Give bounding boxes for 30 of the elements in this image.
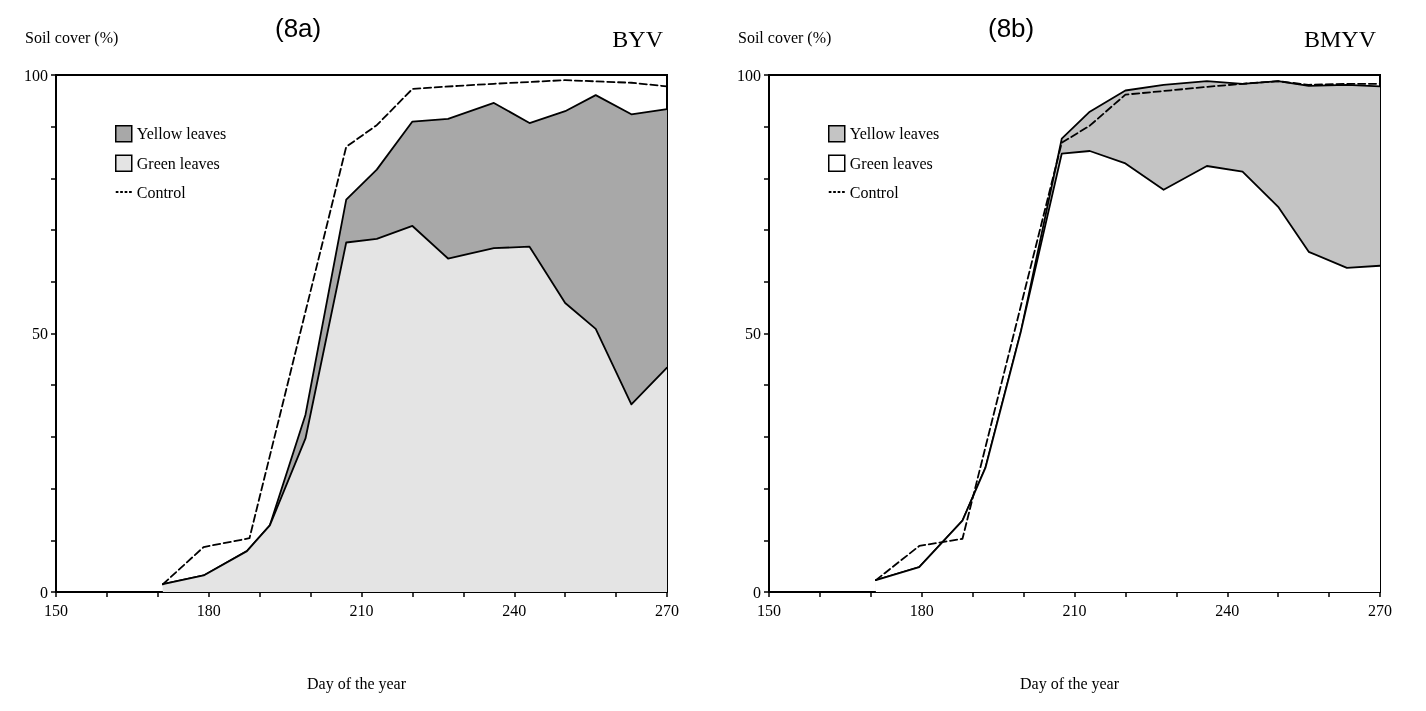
- chart-subtitle: BYV: [612, 26, 664, 52]
- y-tick-label: 100: [24, 66, 48, 84]
- y-tick-label: 0: [40, 583, 48, 601]
- x-tick-label: 240: [502, 601, 527, 619]
- x-tick-label: 270: [1368, 601, 1392, 619]
- y-tick-label: 100: [737, 66, 761, 84]
- legend-label: Green leaves: [136, 154, 220, 172]
- x-tick-label: 150: [44, 601, 68, 619]
- x-axis-title: Day of the year: [306, 674, 407, 693]
- y-tick-label: 0: [753, 583, 761, 601]
- x-tick-label: 210: [349, 601, 374, 619]
- legend-label: Control: [136, 183, 187, 201]
- legend-label: Green leaves: [849, 154, 933, 172]
- y-axis-title: Soil cover (%): [738, 28, 832, 47]
- x-tick-label: 270: [655, 601, 679, 619]
- legend-label: Control: [849, 183, 900, 201]
- y-tick-label: 50: [745, 325, 761, 342]
- x-axis-title: Day of the year: [1019, 674, 1120, 693]
- x-tick-label: 210: [1062, 601, 1087, 619]
- chart-title: (8a): [275, 13, 322, 43]
- x-tick-label: 180: [196, 601, 221, 619]
- legend-label: Yellow leaves: [136, 125, 227, 143]
- x-tick-label: 180: [909, 601, 934, 619]
- x-tick-label: 150: [757, 601, 781, 619]
- x-tick-label: 240: [1215, 601, 1240, 619]
- chart-title: (8b): [988, 13, 1035, 43]
- chart-subtitle: BMYV: [1303, 26, 1377, 52]
- y-axis-title: Soil cover (%): [25, 28, 119, 47]
- legend-label: Yellow leaves: [849, 125, 940, 143]
- y-tick-label: 50: [32, 325, 48, 342]
